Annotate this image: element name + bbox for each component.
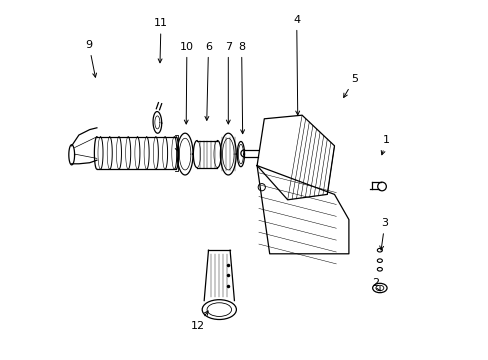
Text: 4: 4: [292, 15, 300, 115]
Text: 10: 10: [180, 42, 194, 124]
Text: 8: 8: [238, 42, 244, 134]
Text: 11: 11: [154, 18, 168, 63]
Text: 5: 5: [343, 74, 357, 98]
Text: 9: 9: [85, 40, 96, 77]
Text: 3: 3: [379, 218, 387, 250]
Text: 6: 6: [204, 42, 212, 120]
Text: 7: 7: [224, 42, 231, 124]
Text: 12: 12: [190, 311, 208, 331]
Text: 2: 2: [371, 278, 379, 291]
Text: 1: 1: [381, 135, 389, 155]
